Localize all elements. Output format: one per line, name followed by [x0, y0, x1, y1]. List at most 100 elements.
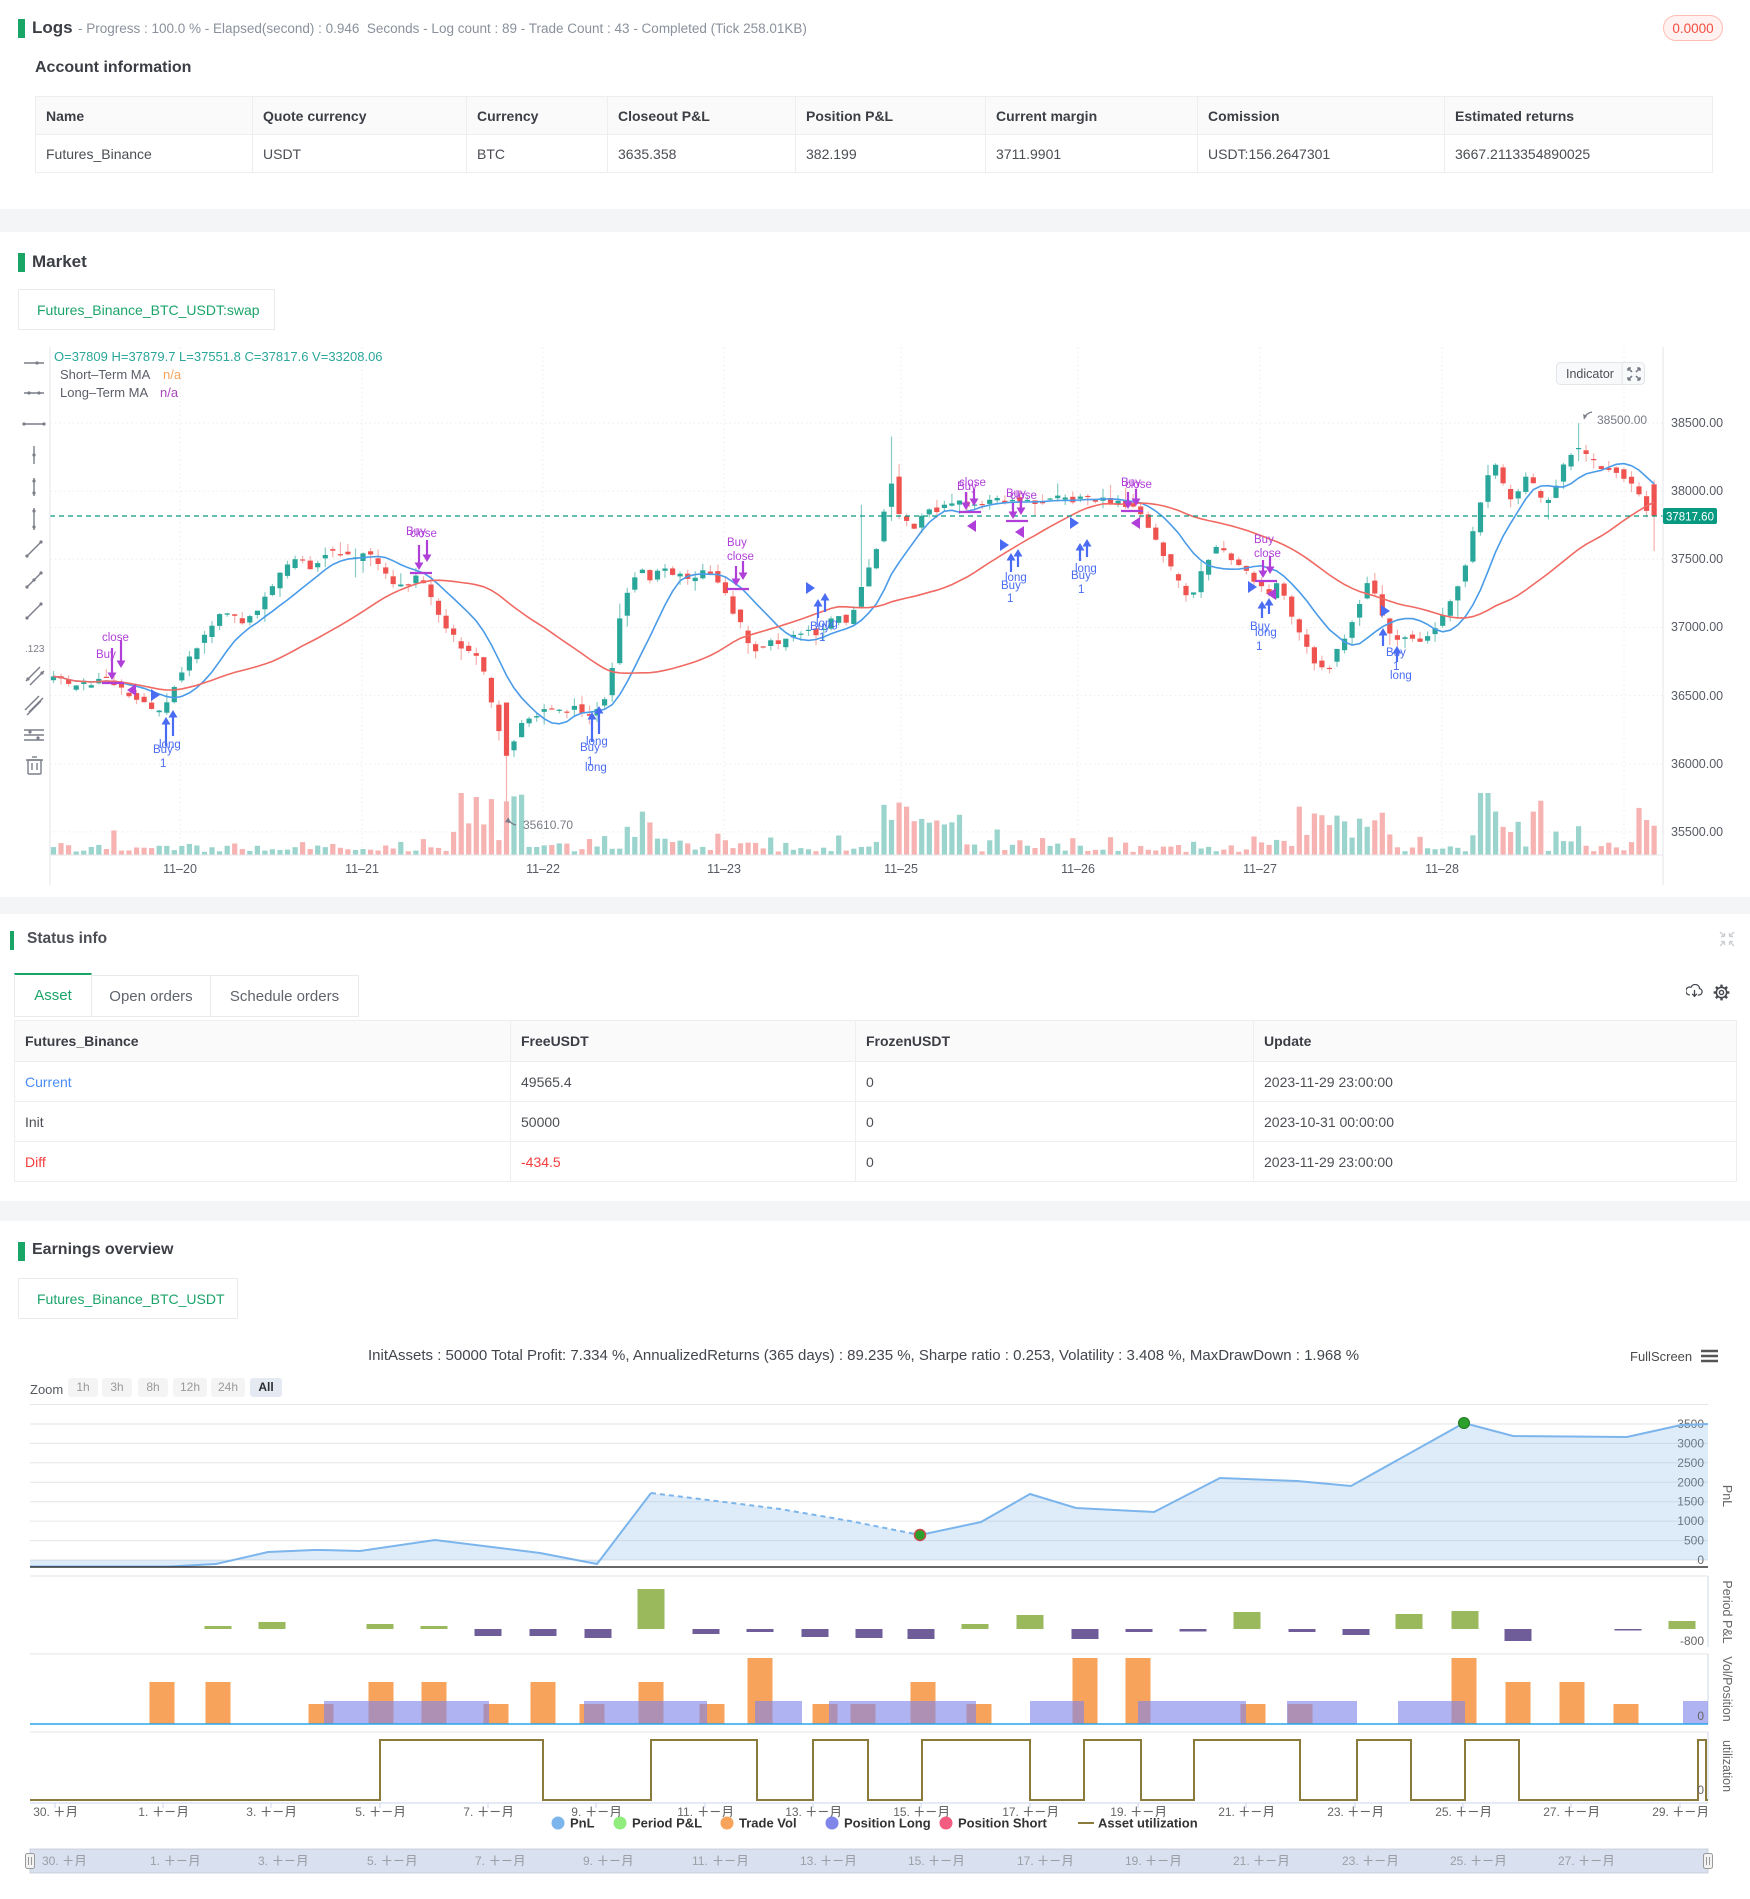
svg-text:long: long: [816, 618, 838, 630]
svg-text:11.: 11.: [677, 1805, 693, 1819]
svg-text:Buy: Buy: [1121, 477, 1141, 489]
svg-text:n/a: n/a: [160, 385, 179, 400]
svg-text:11–27: 11–27: [1243, 862, 1277, 876]
svg-text:n/a: n/a: [163, 367, 182, 382]
svg-text:-800: -800: [1680, 1634, 1704, 1648]
svg-text:0: 0: [1697, 1709, 1704, 1723]
svg-text:close: close: [102, 632, 129, 644]
svg-text:Buy: Buy: [727, 537, 747, 549]
svg-text:37500.00: 37500.00: [1671, 552, 1723, 566]
svg-text:5.: 5.: [355, 1805, 365, 1819]
svg-text:2000: 2000: [1677, 1475, 1704, 1489]
svg-text:close: close: [1010, 490, 1037, 502]
svg-text:1: 1: [160, 758, 166, 770]
svg-text:3.: 3.: [258, 1854, 268, 1868]
svg-text:1: 1: [1007, 593, 1013, 605]
svg-text:27.: 27.: [1543, 1805, 1560, 1819]
svg-text:7.: 7.: [475, 1854, 485, 1868]
svg-text:0: 0: [1697, 1553, 1704, 1567]
svg-text:Period P&L: Period P&L: [632, 1816, 702, 1831]
svg-text:37000.00: 37000.00: [1671, 620, 1723, 634]
svg-text:Period P&L: Period P&L: [1720, 1580, 1734, 1643]
svg-text:Indicator: Indicator: [1566, 367, 1614, 381]
svg-text:Position Long: Position Long: [844, 1816, 931, 1831]
svg-text:long: long: [1075, 563, 1097, 575]
svg-text:11–26: 11–26: [1061, 862, 1095, 876]
svg-text:11–22: 11–22: [526, 862, 560, 876]
svg-text:21.: 21.: [1233, 1854, 1250, 1868]
svg-text:11.: 11.: [692, 1854, 708, 1868]
svg-text:Vol/Position: Vol/Position: [1720, 1656, 1734, 1721]
svg-text:11–21: 11–21: [345, 862, 379, 876]
svg-text:9.: 9.: [583, 1854, 593, 1868]
svg-text:long: long: [586, 736, 608, 748]
svg-text:11–28: 11–28: [1425, 862, 1459, 876]
svg-text:35500.00: 35500.00: [1671, 825, 1723, 839]
svg-text:1.: 1.: [150, 1854, 160, 1868]
svg-text:38500.00: 38500.00: [1671, 416, 1723, 430]
svg-text:close: close: [959, 477, 986, 489]
svg-text:13.: 13.: [800, 1854, 817, 1868]
svg-text:Position Short: Position Short: [958, 1816, 1048, 1831]
svg-text:close: close: [727, 551, 754, 563]
svg-text:Buy: Buy: [1006, 488, 1026, 500]
svg-text:19.: 19.: [1110, 1805, 1127, 1819]
svg-text:23.: 23.: [1342, 1854, 1359, 1868]
svg-text:3000: 3000: [1677, 1436, 1704, 1450]
svg-text:500: 500: [1684, 1534, 1704, 1548]
svg-text:long: long: [1255, 627, 1277, 639]
svg-text:17.: 17.: [1002, 1805, 1019, 1819]
svg-text:25.: 25.: [1450, 1854, 1467, 1868]
svg-text:37817.60: 37817.60: [1666, 512, 1714, 524]
svg-text:O=37809 H=37879.7 L=37551.8 C=: O=37809 H=37879.7 L=37551.8 C=37817.6 V=…: [54, 349, 383, 364]
svg-text:1: 1: [1393, 661, 1399, 673]
svg-text:Buy: Buy: [1001, 580, 1021, 592]
svg-text:19.: 19.: [1125, 1854, 1142, 1868]
svg-text:PnL: PnL: [1720, 1485, 1734, 1507]
svg-text:29.: 29.: [1652, 1805, 1669, 1819]
svg-text:Long–Term MA: Long–Term MA: [60, 385, 148, 400]
svg-text:1.: 1.: [138, 1805, 148, 1819]
svg-text:Buy: Buy: [1386, 647, 1406, 659]
svg-text:13.: 13.: [785, 1805, 802, 1819]
svg-text:15.: 15.: [893, 1805, 910, 1819]
svg-text:long: long: [159, 739, 181, 751]
svg-text:30.: 30.: [33, 1805, 50, 1819]
svg-text:close: close: [1254, 548, 1281, 560]
svg-text:1500: 1500: [1677, 1495, 1704, 1509]
svg-text:long: long: [1390, 670, 1412, 682]
svg-text:PnL: PnL: [570, 1816, 595, 1831]
svg-text:1: 1: [819, 632, 825, 644]
svg-text:11–23: 11–23: [707, 862, 741, 876]
svg-text:Buy: Buy: [1254, 534, 1274, 546]
svg-text:1: 1: [1078, 584, 1084, 596]
svg-text:7.: 7.: [463, 1805, 473, 1819]
svg-text:27.: 27.: [1558, 1854, 1575, 1868]
svg-text:23.: 23.: [1327, 1805, 1344, 1819]
svg-text:2500: 2500: [1677, 1456, 1704, 1470]
svg-text:1000: 1000: [1677, 1514, 1704, 1528]
svg-text:Asset utilization: Asset utilization: [1098, 1816, 1198, 1831]
svg-text:close: close: [1125, 479, 1152, 491]
svg-text:38000.00: 38000.00: [1671, 484, 1723, 498]
svg-text:36500.00: 36500.00: [1671, 689, 1723, 703]
svg-text:3.: 3.: [246, 1805, 256, 1819]
svg-text:17.: 17.: [1017, 1854, 1034, 1868]
svg-text:Short–Term MA: Short–Term MA: [60, 367, 151, 382]
svg-text:Buy: Buy: [810, 621, 830, 633]
svg-text:15.: 15.: [908, 1854, 925, 1868]
svg-text:36000.00: 36000.00: [1671, 757, 1723, 771]
svg-text:.123: .123: [25, 644, 45, 655]
svg-text:Buy: Buy: [957, 481, 977, 493]
svg-text:9.: 9.: [571, 1805, 581, 1819]
svg-text:Buy: Buy: [1250, 621, 1270, 633]
svg-text:close: close: [410, 528, 437, 540]
svg-text:long: long: [1005, 572, 1027, 584]
svg-text:11–25: 11–25: [884, 862, 918, 876]
svg-text:Buy: Buy: [153, 744, 173, 756]
svg-text:11–20: 11–20: [163, 862, 197, 876]
svg-text:0: 0: [1697, 1783, 1704, 1797]
svg-text:5.: 5.: [367, 1854, 377, 1868]
svg-text:38500.00: 38500.00: [1597, 413, 1647, 427]
svg-text:30.: 30.: [42, 1854, 59, 1868]
